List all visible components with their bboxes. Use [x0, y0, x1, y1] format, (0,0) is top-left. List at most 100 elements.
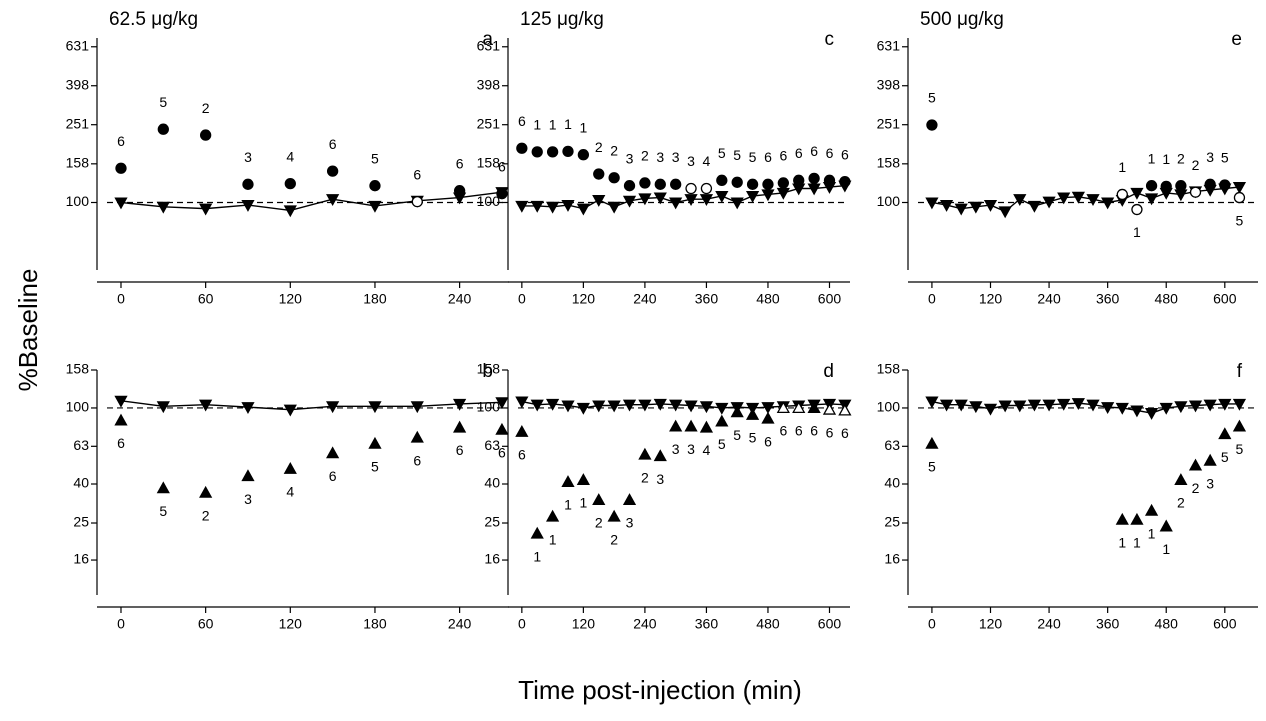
triangle-down-marker: [1071, 398, 1085, 410]
n-label: 1: [564, 116, 572, 132]
n-label: 2: [1192, 157, 1200, 173]
triangle-down-marker: [1013, 400, 1027, 413]
circle-marker: [623, 180, 636, 192]
n-label: 6: [329, 136, 337, 152]
triangle-down-marker: [410, 401, 424, 414]
circle-marker: [453, 185, 466, 197]
n-label: 3: [656, 471, 664, 487]
triangle-up-marker: [546, 509, 560, 522]
x-tick-label: 480: [1155, 616, 1179, 632]
y-tick-label: 63: [884, 437, 900, 453]
circle-marker: [762, 178, 774, 190]
panel-title: 125 μg/kg: [520, 9, 604, 30]
y-tick-label: 251: [66, 115, 90, 131]
triangle-up-marker: [1115, 512, 1129, 525]
n-label: 4: [703, 153, 711, 169]
triangle-down-marker: [653, 398, 667, 411]
triangle-down-marker: [156, 401, 170, 414]
panel-title: 62.5 μg/kg: [109, 9, 198, 30]
y-tick-label: 631: [877, 37, 901, 53]
n-label: 2: [1192, 480, 1200, 496]
circle-marker: [808, 172, 820, 185]
triangle-down-marker: [515, 200, 529, 213]
circle-marker: [1219, 179, 1231, 191]
y-tick-label: 100: [877, 399, 901, 415]
triangle-down-marker: [592, 400, 606, 413]
n-label: 5: [749, 430, 757, 446]
circle-marker: [700, 182, 713, 195]
circle-marker: [777, 177, 789, 189]
triangle-down-marker: [684, 400, 698, 413]
triangle-down-marker: [1218, 398, 1232, 411]
triangle-up-marker: [622, 493, 637, 506]
triangle-up-marker: [1144, 503, 1159, 516]
y-tick-label: 158: [66, 155, 90, 171]
n-label: 4: [286, 148, 294, 164]
triangle-down-marker: [1086, 399, 1100, 412]
x-tick-label: 120: [279, 616, 303, 632]
triangle-up-marker: [1188, 458, 1203, 471]
circle-marker: [839, 175, 851, 188]
triangle-up-marker: [1174, 473, 1188, 486]
triangle-down-marker: [453, 398, 467, 411]
triangle-down-marker: [283, 404, 297, 417]
x-tick-label: 240: [1037, 291, 1061, 307]
x-tick-label: 360: [1096, 291, 1120, 307]
x-tick-label: 0: [117, 291, 125, 307]
triangle-down-marker: [199, 203, 213, 216]
n-label: 5: [718, 436, 726, 452]
circle-marker: [199, 129, 212, 141]
n-label: 3: [1206, 149, 1214, 165]
n-label: 1: [1133, 534, 1141, 550]
circle-marker: [115, 162, 127, 174]
circle-marker: [546, 146, 559, 158]
triangle-down-marker: [1027, 399, 1042, 412]
y-tick-label: 398: [66, 76, 90, 92]
y-tick-label: 40: [73, 475, 89, 491]
n-label: 6: [518, 113, 526, 129]
series-line: [931, 186, 1240, 213]
n-label: 5: [733, 427, 741, 443]
triangle-down-marker: [1130, 405, 1144, 418]
triangle-down-marker: [669, 197, 683, 210]
triangle-up-marker: [925, 436, 939, 449]
circle-marker: [1160, 180, 1172, 193]
triangle-down-marker: [576, 203, 590, 216]
circle-marker: [369, 180, 381, 192]
n-label: 4: [286, 484, 294, 500]
triangle-down-marker: [1057, 398, 1071, 411]
triangle-down-marker: [939, 200, 954, 212]
triangle-down-marker: [495, 397, 509, 410]
n-label: 5: [718, 145, 726, 161]
n-label: 6: [456, 155, 464, 171]
n-label: 1: [1162, 541, 1170, 557]
triangle-up-marker: [326, 446, 340, 459]
triangle-down-marker: [1232, 182, 1247, 194]
panel-letter: d: [823, 361, 834, 382]
n-label: 5: [371, 150, 379, 166]
n-label: 6: [413, 166, 421, 182]
triangle-down-marker: [1144, 193, 1159, 206]
n-label: 2: [610, 531, 618, 547]
triangle-up-marker: [530, 526, 544, 539]
n-label: 6: [117, 133, 125, 149]
y-tick-label: 158: [477, 361, 501, 377]
triangle-down-marker: [607, 201, 621, 214]
circle-marker: [593, 168, 605, 180]
x-tick-label: 240: [448, 616, 472, 632]
panel-letter: e: [1231, 29, 1242, 50]
n-label: 1: [564, 497, 572, 513]
n-label: 3: [244, 491, 252, 507]
triangle-up-marker: [745, 408, 760, 420]
triangle-down-marker: [954, 399, 968, 412]
x-tick-label: 0: [928, 291, 936, 307]
n-label: 3: [672, 441, 680, 457]
circle-marker: [654, 178, 666, 190]
n-label: 4: [703, 442, 711, 458]
n-label: 1: [579, 495, 587, 511]
panel-letter: c: [825, 29, 835, 50]
n-label: 5: [159, 503, 167, 519]
triangle-up-marker: [761, 411, 775, 424]
triangle-up-marker: [1218, 427, 1232, 440]
n-label: 2: [641, 148, 649, 164]
